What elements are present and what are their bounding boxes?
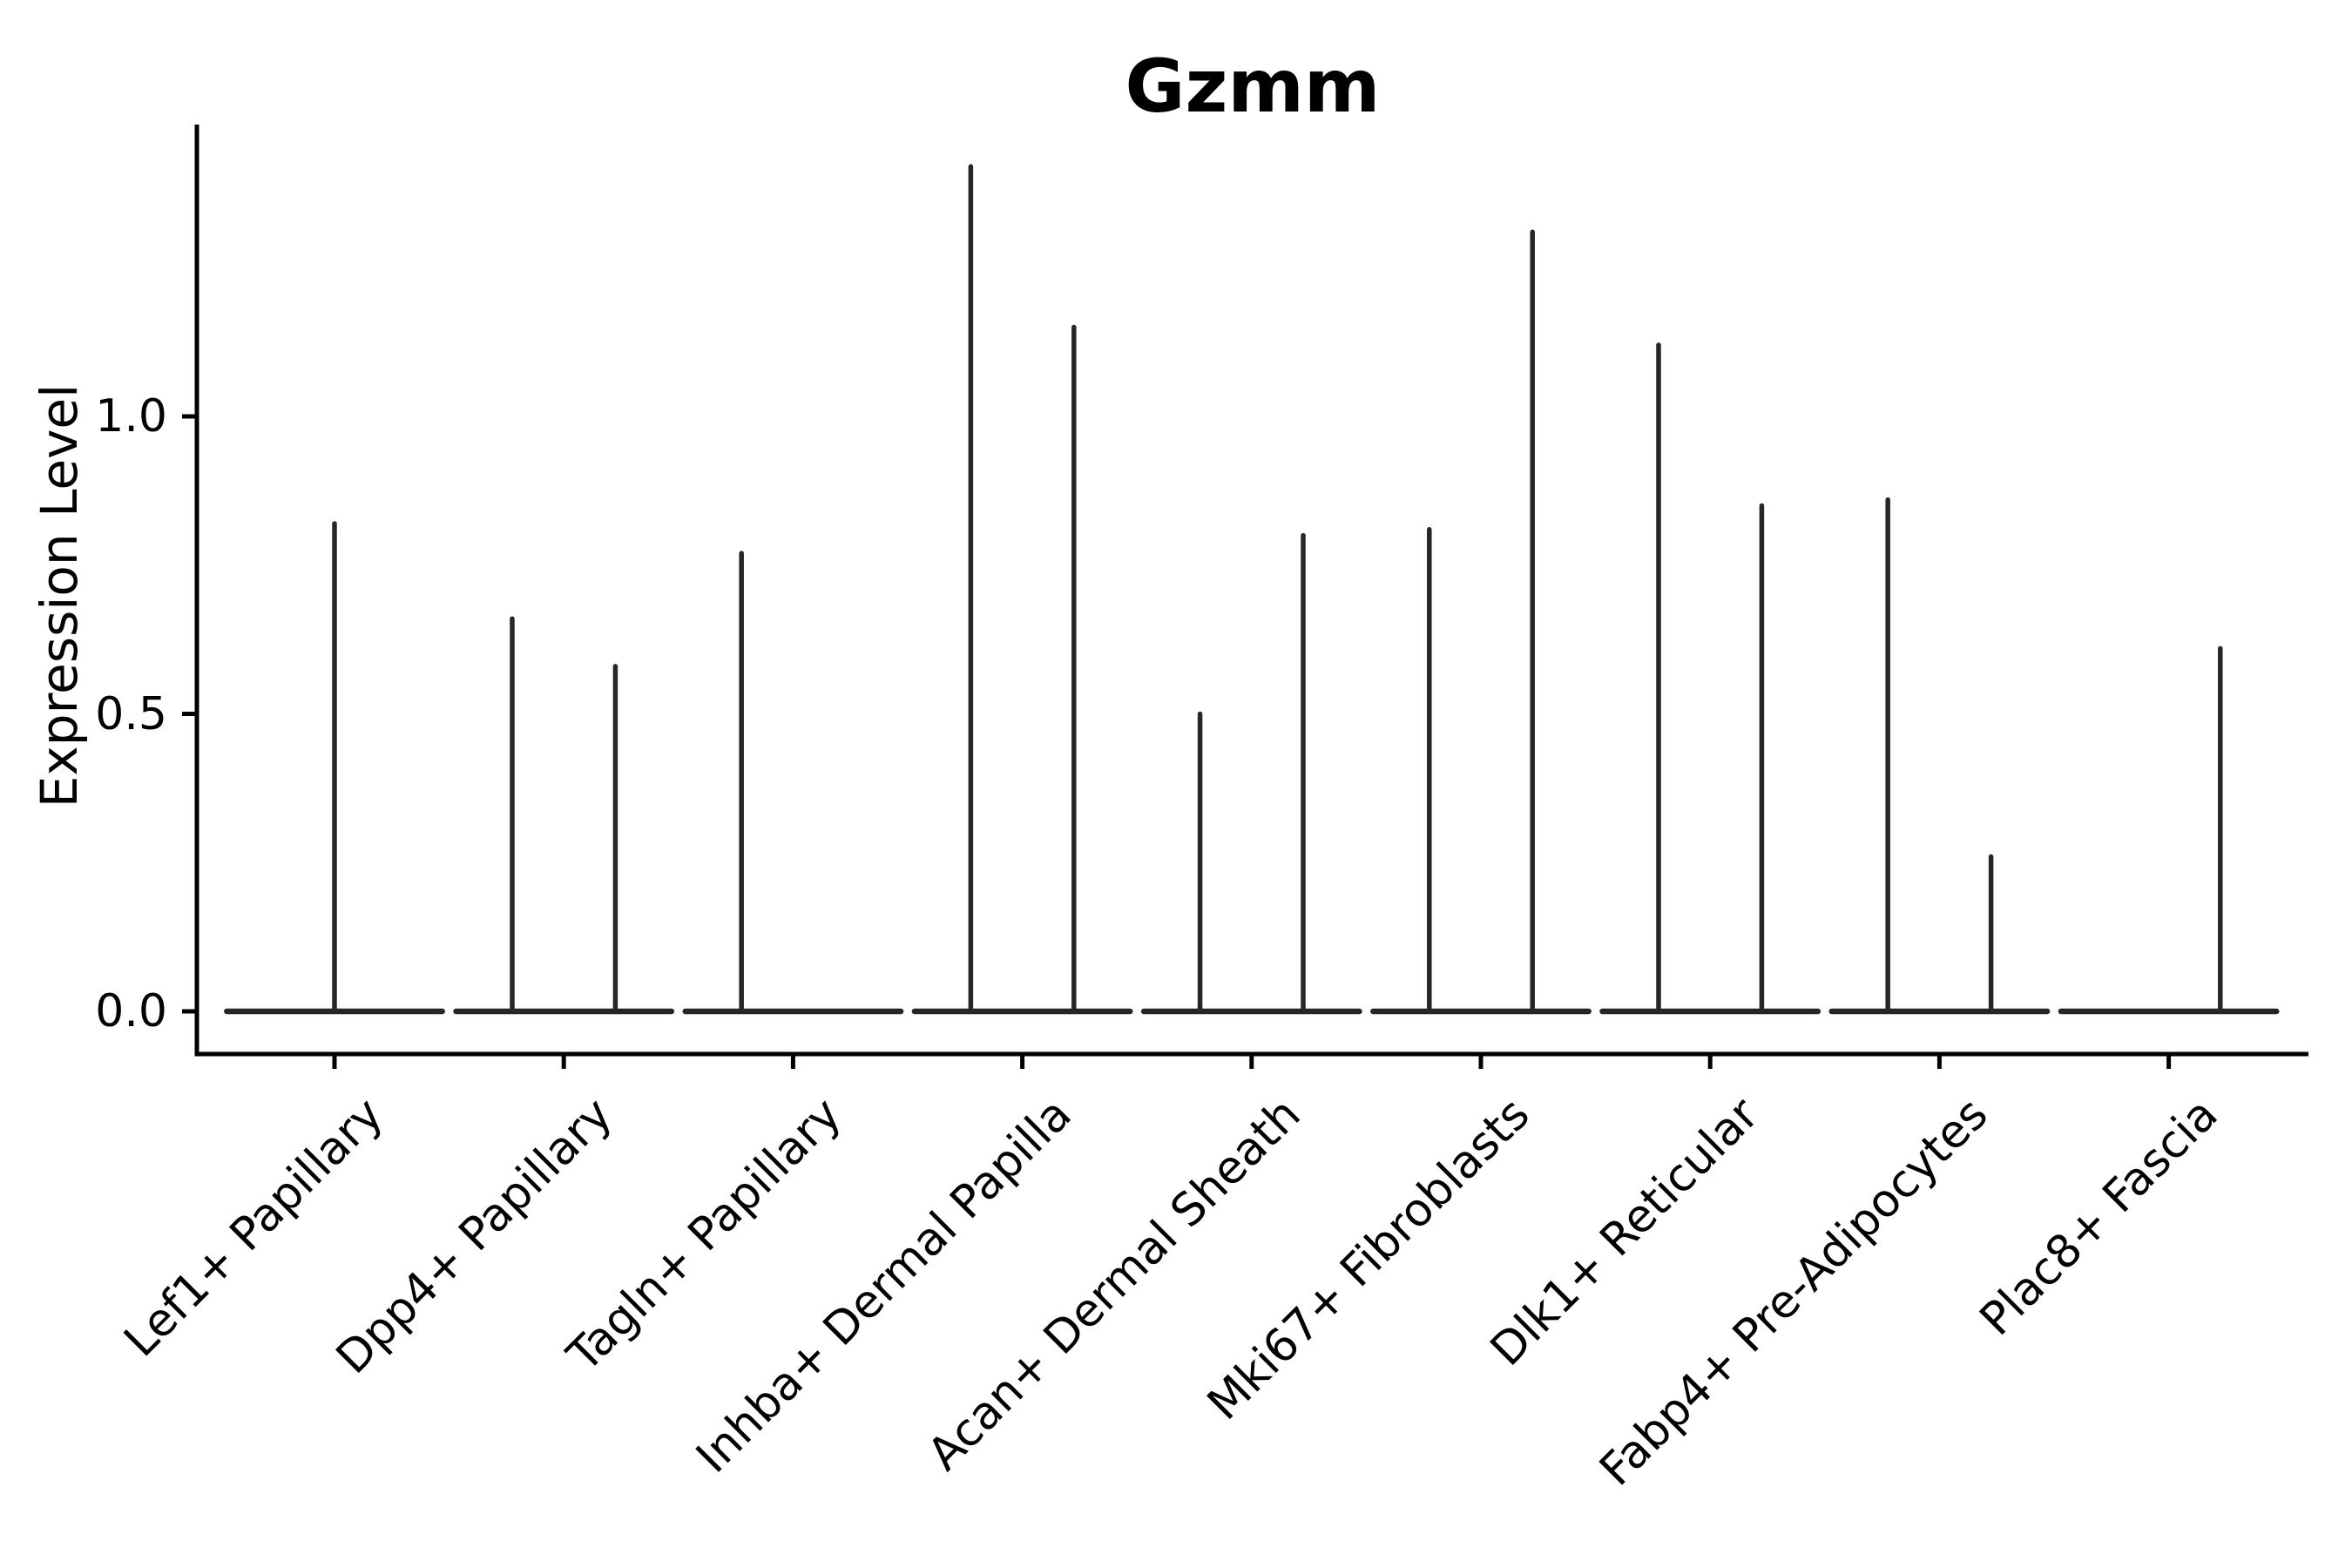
- y-tick-label: 0.5: [95, 687, 167, 740]
- y-tick-label: 1.0: [95, 390, 167, 443]
- chart-title: Gzmm: [1125, 44, 1381, 129]
- y-tick-label: 0.0: [95, 985, 167, 1037]
